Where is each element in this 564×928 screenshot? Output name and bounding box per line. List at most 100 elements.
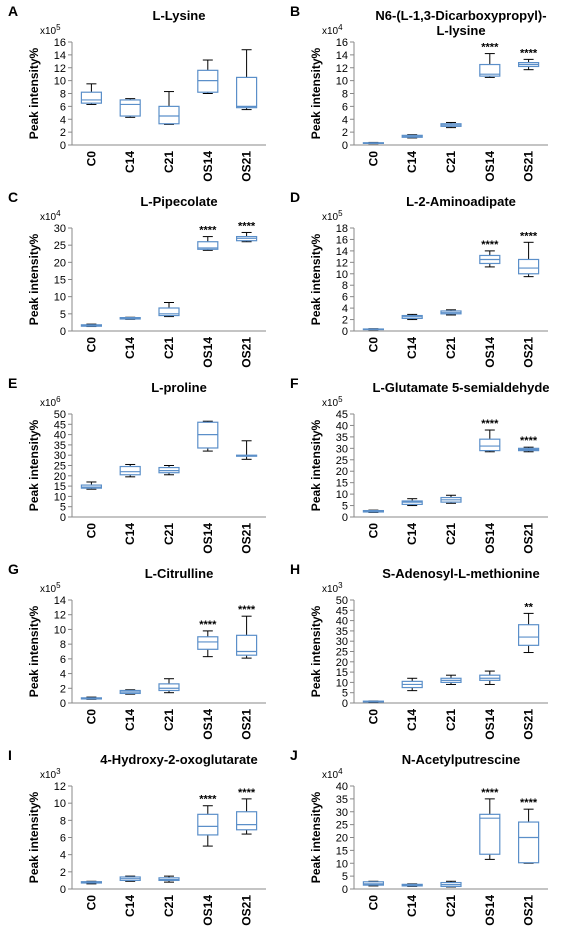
- y-tick-label: 12: [54, 63, 66, 75]
- y-multiplier: x105: [322, 209, 343, 223]
- y-axis-label: Peak intensity%: [309, 605, 323, 697]
- x-tick-label: C0: [366, 709, 380, 725]
- y-tick-label: 0: [342, 698, 348, 710]
- multiplier-exponent: 5: [338, 395, 343, 404]
- x-tick-label: C0: [366, 337, 380, 353]
- significance: ****: [481, 787, 499, 799]
- y-multiplier: x104: [322, 23, 343, 37]
- x-tick-label: C21: [162, 151, 176, 173]
- y-tick-label: 16: [336, 234, 348, 246]
- x-tick-label: C14: [123, 151, 137, 173]
- y-tick-label: 5: [60, 502, 66, 514]
- x-tick-label: C0: [84, 151, 98, 167]
- y-axis-label: Peak intensity%: [309, 47, 323, 139]
- multiplier-exponent: 5: [56, 581, 61, 590]
- y-tick-label: 12: [336, 63, 348, 75]
- y-tick-label: 6: [60, 654, 66, 666]
- y-multiplier: x106: [40, 395, 61, 409]
- y-tick-label: 45: [336, 605, 348, 617]
- y-tick-label: 0: [60, 326, 66, 338]
- box: [197, 813, 219, 836]
- chart-title: L-lysine: [436, 23, 485, 38]
- x-tick-label: C0: [366, 151, 380, 167]
- x-tick-label: C14: [123, 709, 137, 731]
- y-tick-label: 0: [342, 140, 348, 152]
- y-tick-label: 30: [336, 807, 348, 819]
- y-tick-label: 0: [342, 326, 348, 338]
- y-tick-label: 0: [60, 698, 66, 710]
- x-tick-label: OS14: [483, 895, 497, 926]
- significance: ****: [481, 42, 499, 54]
- panel: B N6-(L-1,3-Dicarboxypropyl)-L-lysinex104…: [290, 3, 548, 182]
- box: [158, 105, 180, 125]
- significance: ****: [199, 225, 217, 237]
- x-tick-label: C0: [84, 523, 98, 539]
- box: [236, 811, 258, 831]
- y-tick-label: 25: [54, 461, 66, 473]
- panel-letter: J: [290, 747, 298, 763]
- x-tick-label: OS21: [522, 523, 536, 554]
- panel: I 4-Hydroxy-2-oxoglutarate x103 Peak intens…: [8, 747, 266, 926]
- chart-title: L-proline: [151, 380, 207, 395]
- x-tick-label: OS14: [483, 709, 497, 740]
- multiplier-base: x10: [40, 212, 57, 223]
- box: [158, 683, 180, 692]
- multiplier-exponent: 5: [56, 23, 61, 32]
- y-tick-label: 16: [336, 37, 348, 49]
- y-tick-label: 5: [60, 309, 66, 321]
- y-tick-label: 0: [60, 884, 66, 896]
- significance: ****: [238, 604, 256, 616]
- y-tick-label: 50: [54, 409, 66, 421]
- multiplier-exponent: 5: [338, 209, 343, 218]
- y-tick-label: 18: [336, 223, 348, 235]
- y-tick-label: 12: [336, 257, 348, 269]
- x-tick-label: OS21: [240, 895, 254, 926]
- x-tick-label: C21: [444, 151, 458, 173]
- x-tick-label: C21: [162, 895, 176, 917]
- multiplier-base: x10: [322, 770, 339, 781]
- y-axis-label: Peak intensity%: [309, 233, 323, 325]
- y-tick-label: 5: [342, 688, 348, 700]
- y-tick-label: 40: [54, 430, 66, 442]
- significance: ****: [199, 794, 217, 806]
- y-tick-label: 10: [54, 798, 66, 810]
- chart-title: S-Adenosyl-L-methionine: [382, 566, 539, 581]
- y-tick-label: 10: [336, 76, 348, 88]
- y-tick-label: 15: [54, 275, 66, 287]
- x-tick-label: OS21: [240, 709, 254, 740]
- y-tick-label: 2: [60, 127, 66, 139]
- x-tick-label: OS21: [522, 895, 536, 926]
- multiplier-base: x10: [40, 584, 57, 595]
- y-tick-label: 30: [336, 636, 348, 648]
- box: [518, 258, 540, 275]
- y-tick-label: 30: [54, 450, 66, 462]
- y-tick-label: 10: [336, 858, 348, 870]
- y-axis-label: Peak intensity%: [27, 233, 41, 325]
- y-axis-label: Peak intensity%: [27, 419, 41, 511]
- x-tick-label: OS14: [201, 709, 215, 740]
- y-multiplier: x105: [322, 395, 343, 409]
- x-tick-label: C14: [405, 151, 419, 173]
- panel-letter: G: [8, 561, 19, 577]
- box: [479, 63, 501, 77]
- x-tick-label: OS14: [201, 523, 215, 554]
- y-tick-label: 45: [336, 409, 348, 421]
- x-tick-label: C14: [123, 895, 137, 917]
- x-tick-label: C0: [84, 709, 98, 725]
- y-tick-label: 40: [336, 420, 348, 432]
- y-tick-label: 2: [60, 867, 66, 879]
- y-tick-label: 8: [342, 89, 348, 101]
- multiplier-base: x10: [40, 770, 57, 781]
- y-axis-label: Peak intensity%: [27, 791, 41, 883]
- significance: ****: [520, 797, 538, 809]
- y-tick-label: 25: [54, 240, 66, 252]
- panel-letter: A: [8, 3, 18, 19]
- panel-letter: I: [8, 747, 12, 763]
- multiplier-base: x10: [322, 26, 339, 37]
- y-tick-label: 0: [342, 512, 348, 524]
- y-tick-label: 16: [54, 37, 66, 49]
- chart-title: L-Pipecolate: [140, 194, 217, 209]
- panel: C L-Pipecolate x104 Peak intensity% 0 5 10 15 20…: [8, 189, 266, 368]
- y-tick-label: 4: [342, 303, 348, 315]
